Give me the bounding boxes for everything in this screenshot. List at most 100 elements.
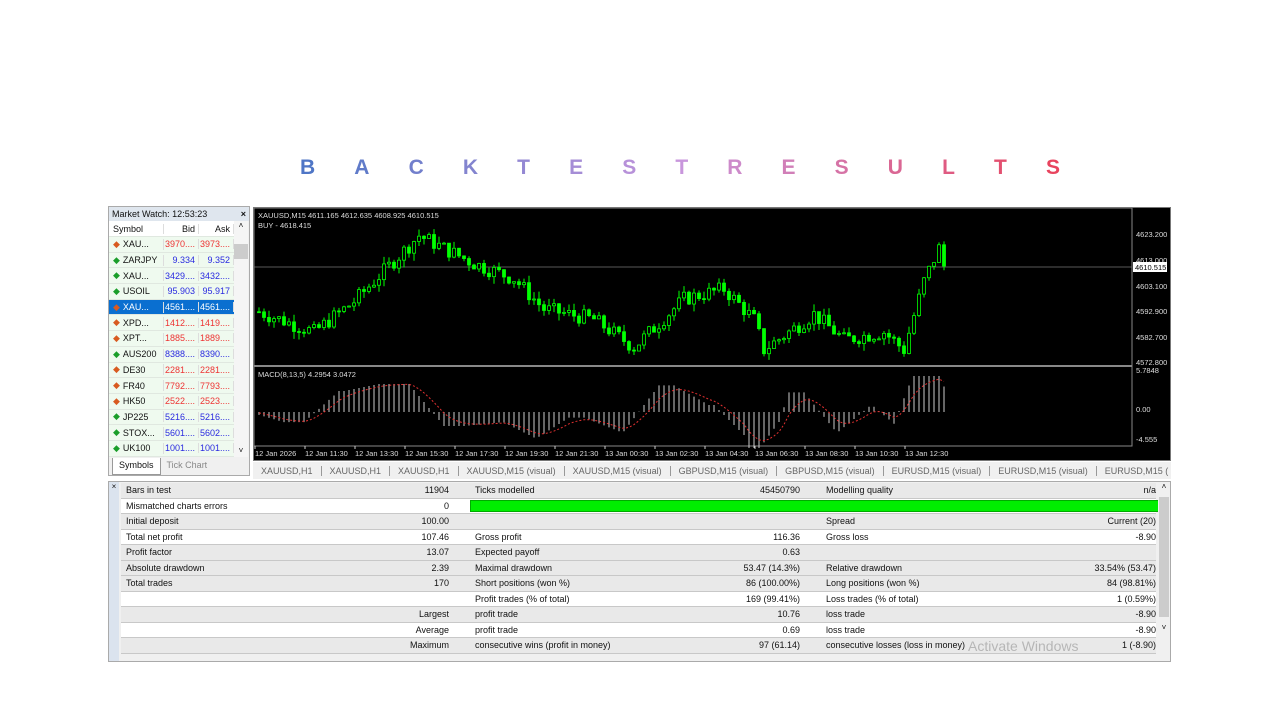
col-symbol[interactable]: Symbol [109, 223, 164, 234]
list-item[interactable]: ◆ AUS200 8388.... 8390.... [109, 346, 235, 363]
candle [622, 331, 626, 342]
candle [382, 263, 386, 281]
tab-chart[interactable]: EURUSD,M15 ( [1097, 466, 1171, 476]
candle [792, 325, 796, 332]
cell: loss trade [826, 609, 866, 620]
list-item[interactable]: ◆ XAU... 3970.... 3973.... [109, 237, 235, 253]
close-icon[interactable]: × [240, 209, 246, 219]
tab-tick-chart[interactable]: Tick Chart [166, 460, 208, 470]
candle [917, 293, 921, 316]
time-tick: 13 Jan 08:30 [805, 449, 848, 458]
cell: Ticks modelled [475, 485, 535, 496]
list-item[interactable]: ◆ STOX... 5601.... 5602.... [109, 425, 235, 441]
macd-label: MACD(8,13,5) 4.2954 3.0472 [258, 370, 356, 379]
list-item[interactable]: ◆ XAU... 3429.... 3432.... [109, 268, 235, 285]
cell: Largest [418, 609, 449, 620]
title-letter: C [408, 156, 424, 179]
candle [477, 263, 481, 270]
candle [927, 265, 931, 279]
time-tick: 12 Jan 11:30 [305, 449, 348, 458]
candle [742, 302, 746, 316]
list-item[interactable]: ◆ USOIL 95.903 95.917 [109, 284, 235, 300]
watermark: Activate Windows [968, 638, 1079, 654]
list-item[interactable]: ◆ ZARJPY 9.334 9.352 [109, 252, 235, 269]
cell: Total net profit [126, 531, 183, 542]
candle [912, 315, 916, 334]
list-item[interactable]: ◆ FR40 7792.... 7793.... [109, 378, 235, 394]
col-bid[interactable]: Bid [164, 223, 199, 234]
tab-chart[interactable]: EURUSD,M15 (visual) [884, 465, 991, 476]
candle [542, 304, 546, 311]
panel-close-icon[interactable]: × [109, 482, 119, 661]
candle [432, 234, 436, 249]
price-tick: 4582.700 [1136, 333, 1167, 342]
price-tick: 4592.900 [1136, 307, 1167, 316]
candle [737, 294, 741, 303]
macd-tick: 5.7848 [1136, 366, 1159, 375]
arrow-up-icon: ◆ [113, 285, 120, 296]
candle [317, 324, 321, 328]
cell: profit trade [475, 624, 519, 635]
bid: 1412.... [164, 317, 199, 328]
title-letter: S [1045, 156, 1060, 179]
cell: Expected payoff [475, 547, 540, 558]
symbol: XPD... [122, 317, 149, 328]
candle [582, 309, 586, 324]
list-item[interactable]: ◆ DE30 2281.... 2281.... [109, 362, 235, 379]
list-item[interactable]: ◆ UK100 1001.... 1001.... [109, 440, 235, 457]
chart-canvas: XAUUSD,M15 4611.165 4612.635 4608.925 46… [253, 207, 1167, 458]
cell: n/a [1143, 485, 1156, 496]
table-row: Initial deposit 100.00 Spread Current (20) [121, 514, 1156, 530]
bid: 1001.... [164, 443, 199, 454]
candle [357, 289, 361, 304]
scrollbar[interactable]: ˄ ˅ [1158, 482, 1170, 661]
candle [762, 328, 766, 355]
cell: loss trade [826, 624, 866, 635]
price-chart[interactable]: XAUUSD,M15 4611.165 4612.635 4608.925 46… [253, 207, 1171, 461]
cell: Absolute drawdown [126, 562, 205, 573]
title-letter: R [727, 156, 743, 179]
table-row: Average profit trade 0.69 loss trade -8.90 [121, 622, 1156, 638]
candle [692, 292, 696, 305]
scrollbar[interactable]: ˄ ˅ [234, 221, 248, 457]
list-item[interactable]: ◆ XPD... 1412.... 1419.... [109, 315, 235, 332]
time-tick: 12 Jan 19:30 [505, 449, 548, 458]
candle [832, 325, 836, 335]
cell: 13.07 [426, 547, 449, 558]
tab-chart[interactable]: XAUUSD,M15 (visual) [459, 465, 565, 476]
tab-chart[interactable]: XAUUSD,H1 [322, 465, 391, 476]
tab-chart[interactable]: XAUUSD,M15 (visual) [565, 465, 671, 476]
cell: Loss trades (% of total) [826, 593, 919, 604]
title-letter: S [834, 156, 849, 179]
arrow-down-icon: ◆ [113, 332, 120, 343]
table-row: Total net profit 107.46 Gross profit 116.36… [121, 529, 1156, 545]
bid: 5601.... [164, 427, 199, 438]
candle [807, 323, 811, 330]
tab-chart[interactable]: XAUUSD,H1 [390, 465, 459, 476]
results-table: Bars in test 11904 Ticks modelled 45450790 M… [121, 483, 1161, 654]
arrow-up-icon: ◆ [113, 427, 120, 438]
candle [572, 310, 576, 317]
list-item[interactable]: ◆ XPT... 1885.... 1889.... [109, 331, 235, 347]
cell: -8.90 [1135, 531, 1156, 542]
candle [517, 281, 521, 286]
tab-symbols[interactable]: Symbols [112, 458, 161, 475]
candle [602, 315, 606, 329]
list-item[interactable]: ◆ JP225 5216.... 5216.... [109, 409, 235, 426]
ask: 9.352 [199, 255, 234, 266]
price-tick: 4572.800 [1136, 358, 1167, 367]
list-item[interactable]: ◆ HK50 2522.... 2523.... [109, 393, 235, 410]
candle [767, 348, 771, 355]
col-ask[interactable]: Ask [199, 223, 234, 234]
candle [447, 242, 451, 258]
ask: 5602.... [199, 427, 234, 438]
title-letter: U [887, 156, 903, 179]
cell: 170 [433, 578, 449, 589]
tab-chart[interactable]: XAUUSD,H1 [253, 465, 322, 476]
tab-chart[interactable]: GBPUSD,M15 (visual) [671, 465, 778, 476]
list-item[interactable]: ◆ XAU... 4561.... 4561.... [109, 299, 235, 316]
tab-chart[interactable]: GBPUSD,M15 (visual) [777, 465, 884, 476]
candle [892, 336, 896, 339]
time-tick: 13 Jan 04:30 [705, 449, 748, 458]
tab-chart[interactable]: EURUSD,M15 (visual) [990, 465, 1097, 476]
